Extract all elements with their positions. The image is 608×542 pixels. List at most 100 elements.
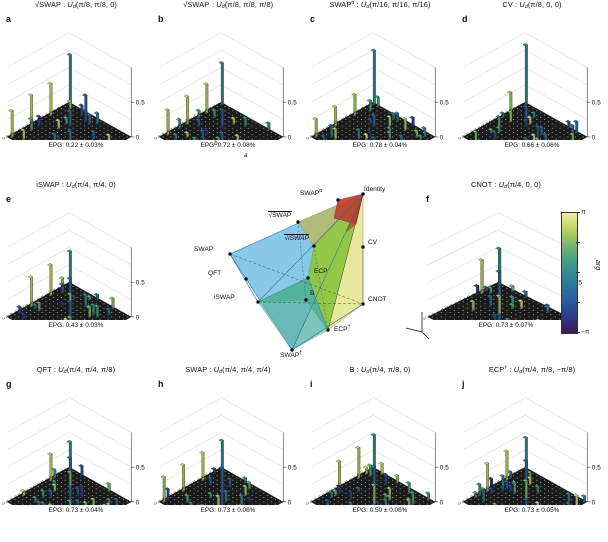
svg-text:IY: IY bbox=[509, 473, 513, 477]
panel-title-h: SWAP : Ud(π/4, π/4, π/4) bbox=[185, 365, 271, 375]
panel-letter-c: c bbox=[310, 14, 316, 24]
svg-text:YY: YY bbox=[21, 305, 26, 310]
svg-text:ZI: ZI bbox=[318, 495, 322, 499]
svg-text:0: 0 bbox=[592, 134, 596, 140]
svg-text:0: 0 bbox=[136, 314, 140, 320]
svg-text:II: II bbox=[61, 469, 64, 472]
svg-text:0.5: 0.5 bbox=[288, 100, 297, 107]
colorbar-tick bbox=[576, 242, 580, 243]
svg-text:XI: XI bbox=[349, 477, 353, 481]
panel-e: iSWAP : Ud(π/4, π/4, 0)eIIIIIXIXIYIYIZIZ… bbox=[0, 180, 152, 329]
svg-text:II: II bbox=[164, 504, 167, 505]
svg-text:XZ: XZ bbox=[33, 119, 38, 124]
epg-label-g: EPG: 0.73 ± 0.04% bbox=[48, 507, 104, 514]
panel-letter-e: e bbox=[6, 194, 12, 204]
process-matrix-plot-g: IIIIIXIXIYIYIZIZXIXIXXXXXYXYXZXZYIYIYXYX… bbox=[0, 381, 152, 505]
svg-text:ZZ: ZZ bbox=[458, 136, 463, 140]
svg-text:YY: YY bbox=[21, 125, 26, 130]
svg-text:YY: YY bbox=[325, 125, 330, 130]
svg-text:ZY: ZY bbox=[5, 499, 10, 503]
svg-text:IY: IY bbox=[509, 108, 513, 112]
process-matrix-plot-d: IIIIIXIXIYIYIZIZXIXIXXXXXYXYXZXZYIYIYXYX… bbox=[456, 16, 608, 140]
weyl-label-ecp: ECP bbox=[314, 268, 328, 275]
weyl-label-cnot: CNOT bbox=[368, 296, 387, 303]
process-matrix-plot-b: IIIIIXIXIYIYIZIZXIXIXXXXXYXYXZXZYIYIYXYX… bbox=[152, 16, 304, 140]
svg-text:0.5: 0.5 bbox=[592, 465, 601, 472]
svg-text:0: 0 bbox=[288, 134, 292, 140]
svg-text:II: II bbox=[213, 469, 216, 472]
svg-text:ZI: ZI bbox=[470, 495, 474, 499]
process-matrix-plot-i: IIIIIXIXIYIYIZIZXIXIXXXXXYXYXZXZYIYIYXYX… bbox=[304, 381, 456, 505]
svg-text:0: 0 bbox=[592, 499, 596, 505]
svg-text:XY: XY bbox=[492, 482, 497, 487]
svg-text:IY: IY bbox=[357, 473, 361, 477]
panel-h: SWAP : Ud(π/4, π/4, π/4)hIIIIIXIXIYIYIZI… bbox=[152, 365, 304, 514]
svg-text:YI: YI bbox=[29, 486, 33, 490]
panel-j: ECP† : Ud(π/4, π/8, −π/8)jIIIIIXIXIYIYIZ… bbox=[456, 365, 608, 514]
svg-text:XY: XY bbox=[492, 117, 497, 122]
svg-text:IZ: IZ bbox=[49, 290, 53, 294]
weyl-chamber-diagram: Identity SWAPα √SWAP √iSWAP SWAP QFT iSWAP CV EC… bbox=[188, 122, 436, 359]
weyl-axis-b: b bbox=[214, 140, 218, 147]
svg-text:ZZ: ZZ bbox=[154, 501, 159, 505]
epg-label-h: EPG: 0.73 ± 0.06% bbox=[200, 507, 256, 514]
svg-text:YI: YI bbox=[333, 486, 337, 490]
svg-text:ZZ: ZZ bbox=[306, 501, 311, 505]
svg-text:XI: XI bbox=[197, 112, 201, 116]
svg-text:IX: IX bbox=[56, 106, 60, 110]
svg-text:ZX: ZX bbox=[161, 132, 166, 136]
svg-text:ZI: ZI bbox=[318, 130, 322, 134]
svg-text:ZI: ZI bbox=[14, 310, 18, 314]
svg-text:0.5: 0.5 bbox=[288, 465, 297, 472]
svg-text:XZ: XZ bbox=[489, 119, 494, 124]
colorbar-tick bbox=[576, 302, 580, 303]
svg-text:ZI: ZI bbox=[166, 130, 170, 134]
panel-f: CNOT : Ud(π/4, 0, 0) fIIIIIXIXIYIYIZIZXIX… bbox=[420, 180, 592, 329]
svg-text:YI: YI bbox=[485, 486, 489, 490]
svg-text:0: 0 bbox=[288, 499, 292, 505]
svg-text:XI: XI bbox=[45, 112, 49, 116]
svg-text:II: II bbox=[316, 139, 319, 140]
weyl-label-iswap: iSWAP bbox=[214, 294, 235, 301]
svg-text:YX: YX bbox=[329, 123, 334, 128]
panel-title-c: SWAPα : Ud(π/16, π/16, π/16) bbox=[329, 0, 431, 10]
panel-letter-f: f bbox=[426, 194, 429, 204]
svg-text:ZY: ZY bbox=[5, 314, 10, 318]
svg-text:YX: YX bbox=[177, 123, 182, 128]
svg-text:ZX: ZX bbox=[313, 132, 318, 136]
panel-letter-i: i bbox=[310, 379, 313, 389]
panel-letter-g: g bbox=[6, 379, 12, 389]
panel-g: QFT : Ud(π/4, π/4, π/8)gIIIIIXIXIYIYIZIZ… bbox=[0, 365, 152, 514]
panel-i: B : Ud(π/4, π/8, 0)iIIIIIXIXIYIYIZIZXIXI… bbox=[304, 365, 456, 514]
svg-text:YZ: YZ bbox=[473, 492, 478, 497]
svg-text:YI: YI bbox=[29, 301, 33, 305]
epg-label-b: EPG: 0.72 ± 0.08% bbox=[200, 142, 256, 149]
svg-text:XX: XX bbox=[496, 479, 501, 484]
svg-text:ZI: ZI bbox=[14, 495, 18, 499]
colorbar: π −π arg bbox=[561, 209, 606, 336]
svg-text:IX: IX bbox=[512, 106, 516, 110]
svg-text:ZX: ZX bbox=[9, 497, 14, 501]
svg-text:ZY: ZY bbox=[157, 134, 162, 138]
svg-text:YY: YY bbox=[477, 490, 482, 495]
panel-letter-j: j bbox=[462, 379, 465, 389]
svg-text:XI: XI bbox=[45, 477, 49, 481]
panel-title-b: √SWAP : Ud(π/8, π/8, π/8) bbox=[182, 0, 274, 10]
svg-text:II: II bbox=[12, 139, 15, 140]
svg-text:ZX: ZX bbox=[9, 312, 14, 316]
svg-text:XX: XX bbox=[40, 114, 45, 119]
weyl-label-swap-sup: SWAPα bbox=[300, 188, 323, 197]
svg-text:IZ: IZ bbox=[49, 110, 53, 114]
panel-title-a: √SWAP : Ud(π/8, π/8, 0) bbox=[35, 0, 117, 10]
svg-text:ZY: ZY bbox=[5, 134, 10, 138]
svg-text:XX: XX bbox=[344, 479, 349, 484]
weyl-label-identity: Identity bbox=[364, 186, 386, 193]
svg-text:ZY: ZY bbox=[461, 499, 466, 503]
epg-label-e: EPG: 0.43 ± 0.03% bbox=[48, 322, 104, 329]
svg-text:YZ: YZ bbox=[169, 492, 174, 497]
svg-text:II: II bbox=[365, 104, 368, 107]
svg-text:IX: IX bbox=[208, 106, 212, 110]
svg-text:ZY: ZY bbox=[309, 134, 314, 138]
panel-a: √SWAP : Ud(π/8, π/8, 0)aIIIIIXIXIYIYIZIZ… bbox=[0, 0, 152, 149]
svg-text:II: II bbox=[12, 319, 15, 320]
